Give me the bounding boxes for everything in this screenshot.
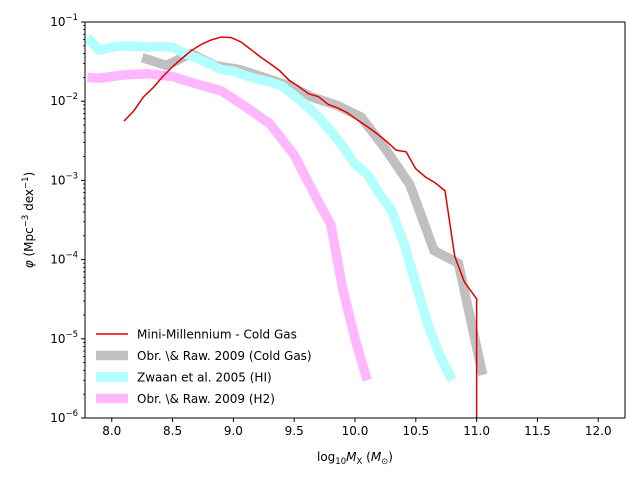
series-layer [85, 34, 488, 418]
legend-label: Zwaan et al. 2005 (HI) [137, 371, 272, 385]
legend: Mini-Millennium - Cold Gas Obr. \& Raw. 2… [96, 328, 312, 406]
x-tick-label: 10.0 [342, 424, 369, 438]
x-tick-label: 8.5 [163, 424, 182, 438]
series-line-3 [85, 34, 457, 383]
y-tick-label: 10−3 [50, 171, 78, 187]
y-tick-label: 10−4 [50, 251, 78, 267]
x-tick-label: 9.0 [224, 424, 243, 438]
series-line-4 [87, 69, 372, 382]
x-tick-label: 12.0 [585, 424, 612, 438]
x-tick-label: 9.5 [285, 424, 304, 438]
y-tick-label: 10−5 [50, 330, 78, 346]
series-line-1 [123, 36, 478, 418]
x-axis: 8.0 8.5 9.0 9.5 10.0 10.5 11.0 11.5 12.0 [102, 418, 612, 438]
x-tick-label: 10.5 [402, 424, 429, 438]
y-axis-label: φ (Mpc−3 dex−1) [21, 172, 36, 268]
legend-label: Obr. \& Raw. 2009 (H2) [137, 392, 275, 406]
y-tick-label: 10−2 [50, 92, 78, 108]
legend-label: Obr. \& Raw. 2009 (Cold Gas) [137, 349, 312, 363]
y-tick-label: 10−6 [50, 409, 78, 425]
y-tick-label: 10−1 [50, 13, 78, 29]
x-tick-label: 11.0 [463, 424, 490, 438]
x-tick-label: 8.0 [102, 424, 121, 438]
y-axis: 10−6 10−5 10−4 10−3 10−2 10−1 [50, 13, 85, 425]
svg-text:φ (Mpc−3 dex−1): φ (Mpc−3 dex−1) [21, 172, 36, 268]
legend-label: Mini-Millennium - Cold Gas [137, 328, 297, 342]
x-tick-label: 11.5 [524, 424, 551, 438]
